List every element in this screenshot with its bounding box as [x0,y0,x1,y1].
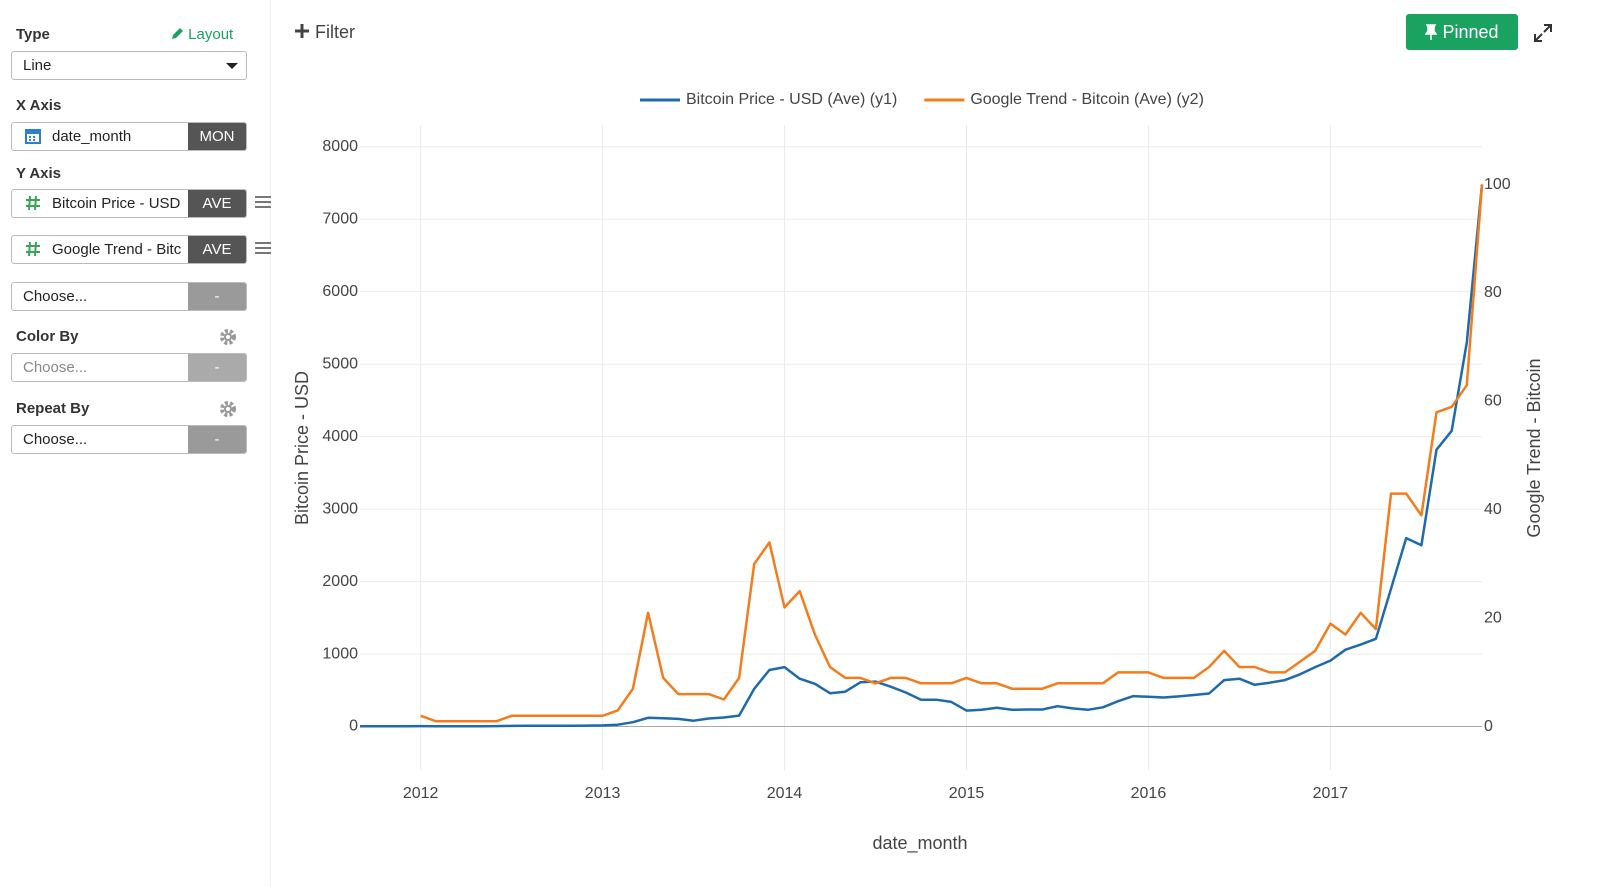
menu-icon[interactable] [255,193,271,211]
gear-icon[interactable] [220,329,236,345]
layout-text: Layout [188,26,234,43]
x-agg[interactable]: MON [188,123,246,150]
caret [226,63,238,69]
y2-tick-label: 0 [1484,718,1493,735]
sidebar: Type Layout Line X Axis date_month MON Y… [0,0,271,887]
type-label: Type [16,26,50,43]
calendar-icon [25,129,41,144]
hash-icon [26,195,40,211]
empty-button[interactable]: - [188,283,246,310]
y-agg[interactable]: AVE [188,190,246,217]
series-line [420,184,1484,723]
y-tick-label: 3000 [322,500,358,517]
legend-label: Google Trend - Bitcoin (Ave) (y2) [970,91,1204,108]
x-axis-label: X Axis [16,97,62,114]
type-select[interactable]: Line [11,51,247,80]
placeholder: Choose... [23,288,88,305]
y-tick-label: 8000 [322,138,358,155]
repeat-by-label: Repeat By [16,400,90,417]
color-by-label: Color By [16,328,79,345]
x-tick-label: 2015 [949,785,985,802]
pin-icon [1425,24,1438,40]
gear-icon[interactable] [220,401,236,417]
legend-label: Bitcoin Price - USD (Ave) (y1) [686,91,897,108]
expand-icon[interactable] [1534,24,1552,42]
menu-icon[interactable] [255,239,271,257]
type-value: Line [23,57,52,74]
empty-button[interactable]: - [188,426,246,453]
x-field[interactable]: date_month MON [11,122,247,151]
y-tick-label: 0 [349,718,358,735]
y-tick-label: 4000 [322,428,358,445]
hash-icon [26,241,40,257]
x-tick-label: 2016 [1131,785,1167,802]
pinned-button[interactable]: Pinned [1406,14,1518,50]
y2-tick-label: 80 [1484,284,1502,301]
y2-axis-title: Google Trend - Bitcoin [1524,358,1544,537]
y-field-name: Google Trend - Bitc [52,241,182,258]
filter-button[interactable]: Filter [294,22,355,43]
y2-tick-label: 20 [1484,609,1502,626]
x-field-name: date_month [52,128,132,145]
y-tick-label: 2000 [322,573,358,590]
y-tick-label: 6000 [322,283,358,300]
y2-tick-label: 100 [1484,176,1511,193]
y-field-name: Bitcoin Price - USD [52,195,181,212]
y2-tick-label: 40 [1484,501,1502,518]
y-agg[interactable]: AVE [188,236,246,263]
layout-link[interactable]: Layout [170,26,233,43]
plus-icon [295,24,309,38]
y-field[interactable]: Google Trend - Bitc AVE [11,235,247,264]
y-axis-label: Y Axis [16,165,62,182]
y-empty[interactable]: Choose... - [11,282,247,311]
y-axis-title: Bitcoin Price - USD [292,371,312,525]
x-tick-label: 2017 [1313,785,1349,802]
x-axis-title: date_month [872,833,967,854]
y-field[interactable]: Bitcoin Price - USD AVE [11,189,247,218]
y-tick-label: 5000 [322,355,358,372]
y2-tick-label: 60 [1484,393,1502,410]
pencil-icon [172,28,183,39]
empty-button[interactable]: - [188,354,246,381]
repeat-by-select[interactable]: Choose... - [11,425,247,454]
placeholder: Choose... [23,359,88,376]
x-tick-label: 2013 [585,785,621,802]
y-tick-label: 1000 [322,645,358,662]
y-tick-label: 7000 [322,210,358,227]
x-tick-label: 2012 [403,785,439,802]
filter-text: Filter [315,22,356,42]
color-by-select[interactable]: Choose... - [11,353,247,382]
series-line [359,184,1484,728]
pinned-text: Pinned [1442,22,1499,42]
placeholder: Choose... [23,431,88,448]
x-tick-label: 2014 [767,785,803,802]
